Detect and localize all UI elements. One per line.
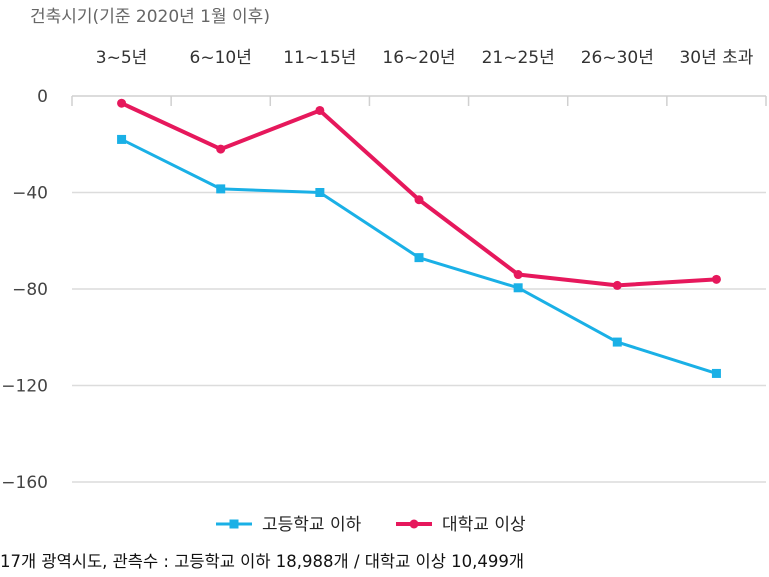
legend-item: 대학교 이상 (396, 515, 526, 535)
legend-item: 고등학교 이하 (216, 515, 362, 535)
x-tick-label: 6~10년 (190, 48, 252, 68)
legend-label: 대학교 이상 (442, 515, 526, 535)
data-point (216, 184, 226, 194)
series-lines (117, 98, 721, 378)
data-point (612, 280, 622, 290)
data-point (414, 253, 424, 263)
data-point (414, 195, 424, 205)
footnote: 17개 광역시도, 관측수 : 고등학교 이하 18,988개 / 대학교 이상… (0, 552, 525, 571)
data-point (711, 274, 721, 284)
series-1 (117, 134, 721, 378)
y-tick-label: −40 (12, 184, 48, 204)
y-tick-label: 0 (37, 87, 48, 107)
data-point (513, 270, 523, 280)
legend-label: 고등학교 이하 (262, 515, 362, 535)
legend-marker (229, 519, 239, 529)
y-tick-label: −160 (1, 473, 48, 493)
data-point (315, 105, 325, 115)
y-tick-label: −80 (12, 280, 48, 300)
x-tick-label: 30년 초과 (679, 48, 753, 68)
x-tick-labels: 3~5년 6~10년 11~15년 16~20년 21~25년 26~30년 30년 초과 (96, 48, 754, 68)
data-point (612, 337, 622, 347)
legend-marker (409, 519, 419, 529)
data-point (513, 283, 523, 293)
x-tick-label: 21~25년 (482, 48, 555, 68)
data-point (315, 188, 325, 197)
x-tick-label: 11~15년 (283, 48, 356, 68)
y-tick-label: −120 (1, 377, 48, 397)
legend: 고등학교 이하 대학교 이상 (216, 515, 526, 535)
series-2 (117, 98, 721, 290)
line-chart: 건축시기(기준 2020년 1월 이후) 3~5년 6~10년 11~15년 16~2… (1, 7, 767, 535)
axis-title: 건축시기(기준 2020년 1월 이후) (30, 7, 270, 27)
data-point (117, 98, 127, 108)
x-tick-label: 3~5년 (96, 48, 148, 68)
data-point (117, 134, 127, 144)
y-tick-labels: 0 −40 −80 −120 −160 (1, 87, 48, 493)
gridlines (71, 95, 767, 483)
x-tick-label: 16~20년 (382, 48, 455, 68)
data-point (216, 144, 226, 154)
x-tick-label: 26~30년 (581, 48, 654, 68)
data-point (711, 368, 721, 378)
